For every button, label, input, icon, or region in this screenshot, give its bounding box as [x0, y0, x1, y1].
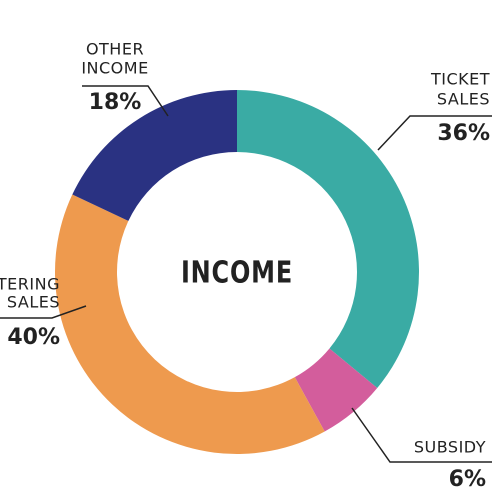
donut	[55, 90, 420, 454]
donut-slice	[237, 90, 420, 389]
value-label: 6%	[449, 467, 486, 492]
category-label: OTHER	[86, 40, 144, 59]
value-label: 40%	[7, 325, 60, 350]
category-label: CATERING	[0, 275, 60, 294]
category-label: INCOME	[81, 59, 148, 78]
donut-slice	[72, 90, 238, 221]
category-label: SALES	[7, 293, 60, 312]
leader-line	[377, 115, 492, 151]
category-label: TICKET	[430, 70, 490, 89]
category-label: SALES	[437, 90, 490, 109]
category-label: SUBSIDY	[414, 438, 486, 457]
value-label: 36%	[437, 121, 490, 146]
donut-slice	[294, 348, 378, 432]
chart-title: INCOME	[181, 256, 293, 290]
donut-slice	[55, 194, 325, 454]
leader-line	[0, 305, 87, 319]
leader-line	[82, 85, 169, 117]
value-label: 18%	[89, 90, 142, 115]
leader-line	[351, 407, 492, 463]
